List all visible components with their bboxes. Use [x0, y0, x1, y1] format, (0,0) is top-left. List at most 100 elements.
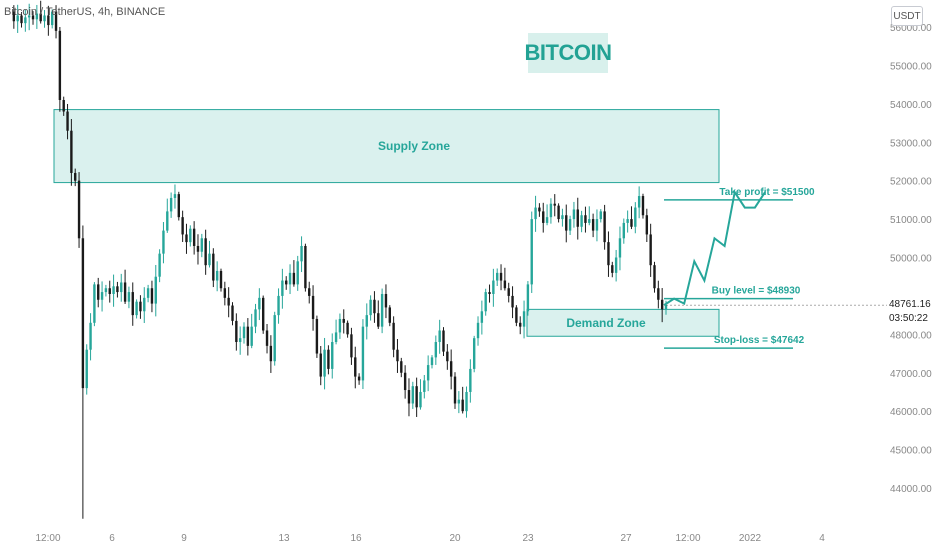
candle-body — [112, 286, 115, 294]
zones-layer: Supply Zone Demand Zone — [53, 109, 720, 337]
candle-body — [373, 299, 376, 314]
supply-zone-label: Supply Zone — [378, 139, 450, 153]
candle-body — [465, 391, 468, 412]
candle-body — [588, 219, 591, 223]
candle-body — [281, 280, 284, 296]
candle-body — [154, 276, 157, 304]
candle-body — [622, 222, 626, 239]
candle-body — [400, 361, 403, 373]
x-tick-label: 6 — [109, 533, 115, 544]
candle-body — [300, 245, 303, 262]
candle-body — [39, 13, 42, 22]
x-axis: 12:00 6 9 13 16 20 23 27 12:00 2022 4 — [35, 533, 825, 544]
candle-body — [238, 338, 242, 343]
candle-body — [169, 197, 173, 212]
candle-body — [85, 349, 88, 389]
candle-body — [166, 211, 169, 231]
candle-body — [215, 270, 219, 281]
x-tick-label: 12:00 — [35, 533, 60, 544]
candle-body — [488, 292, 491, 294]
y-tick-label: 50000.00 — [890, 254, 932, 265]
candle-body — [162, 230, 165, 254]
x-tick-label: 16 — [350, 533, 362, 544]
candle-body — [611, 265, 614, 273]
candle-body — [426, 365, 430, 381]
currency-badge[interactable]: USDT — [891, 6, 923, 26]
candle-body — [653, 265, 656, 289]
candle-body — [338, 318, 342, 333]
candle-body — [461, 399, 464, 412]
candle-body — [618, 238, 622, 258]
candle-body — [200, 238, 204, 252]
candle-body — [526, 284, 530, 312]
candle-body — [380, 293, 384, 327]
candle-body — [561, 215, 564, 220]
candle-body — [269, 345, 273, 362]
candle-body — [292, 272, 296, 285]
candle-body — [127, 292, 131, 302]
candle-body — [116, 286, 119, 293]
candle-body — [27, 15, 31, 18]
candle-body — [354, 357, 357, 377]
candle-body — [189, 228, 192, 243]
candle-body — [572, 209, 576, 220]
candle-body — [434, 342, 438, 358]
candle-body — [212, 253, 215, 281]
candle-body — [565, 215, 568, 231]
candle-body — [660, 299, 664, 310]
candle-body — [657, 288, 660, 300]
candle-body — [538, 207, 541, 212]
x-tick-label: 12:00 — [675, 533, 700, 544]
candle-body — [407, 390, 411, 404]
candle-body — [472, 338, 476, 369]
candle-body — [35, 13, 39, 20]
candle-body — [219, 270, 223, 289]
candle-body — [499, 272, 503, 281]
candle-body — [331, 342, 334, 369]
candle-body — [242, 326, 246, 339]
candle-body — [24, 17, 27, 24]
candle-body — [599, 211, 602, 220]
candle-body — [74, 172, 77, 181]
candle-body — [70, 130, 73, 173]
candle-body — [384, 293, 388, 308]
candle-body — [288, 272, 292, 285]
candle-body — [246, 326, 250, 346]
candle-body — [641, 196, 645, 216]
projection-path — [663, 189, 766, 306]
candle-body — [319, 353, 322, 377]
take-profit-label: Take profit = $51500 — [719, 187, 815, 198]
candle-body — [131, 292, 134, 316]
candle-body — [227, 297, 230, 306]
candle-body — [104, 288, 108, 293]
candle-body — [327, 349, 330, 369]
candle-body — [323, 349, 326, 377]
candle-body — [108, 288, 111, 294]
candle-body — [423, 380, 426, 392]
candle-body — [607, 242, 610, 266]
candle-body — [637, 196, 641, 208]
x-tick-label: 9 — [181, 533, 187, 544]
y-tick-label: 46000.00 — [890, 407, 932, 418]
x-tick-label: 13 — [278, 533, 290, 544]
x-tick-label: 27 — [620, 533, 632, 544]
candle-body — [77, 180, 81, 239]
candle-body — [515, 307, 518, 323]
candle-body — [630, 219, 633, 227]
candle-body — [342, 318, 345, 323]
candle-body — [542, 211, 545, 223]
candle-body — [415, 386, 418, 408]
candle-body — [89, 322, 92, 350]
candle-body — [139, 301, 142, 312]
candle-body — [31, 15, 35, 20]
candle-body — [12, 11, 16, 22]
y-tick-label: 45000.00 — [890, 446, 932, 457]
y-tick-label: 52000.00 — [890, 177, 932, 188]
candle-body — [545, 217, 549, 223]
candle-body — [403, 372, 407, 391]
candle-body — [258, 297, 261, 310]
candle-body — [304, 245, 307, 289]
candle-body — [411, 386, 415, 404]
candle-body — [265, 330, 269, 346]
